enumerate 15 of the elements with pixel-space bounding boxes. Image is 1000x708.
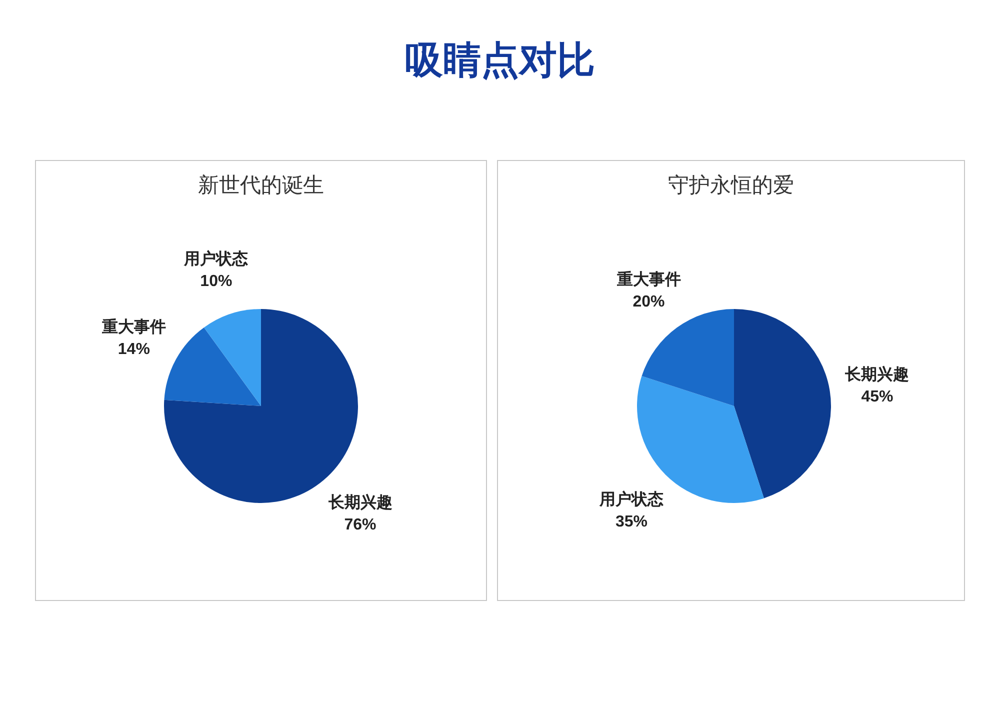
data-label: 35% — [615, 514, 648, 531]
text: 吸睛点对比 — [404, 39, 596, 84]
slice-label: 用户状态 — [183, 250, 248, 268]
slice-label: 重大事件 — [100, 318, 166, 336]
data-label: 20% — [632, 294, 665, 311]
data-label: 76% — [344, 516, 376, 534]
data-label: 14% — [118, 341, 150, 358]
slice-label: 重大事件 — [616, 270, 681, 289]
slice-label: 用户状态 — [598, 490, 664, 509]
slice-label: 长期兴趣 — [327, 494, 392, 512]
data-label: 45% — [861, 388, 894, 406]
chart-title: 新世代的诞生 — [197, 173, 325, 199]
data-label: 10% — [200, 273, 232, 290]
slice-label: 长期兴趣 — [844, 365, 910, 384]
chart-title: 守护永恒的爱 — [667, 173, 795, 199]
